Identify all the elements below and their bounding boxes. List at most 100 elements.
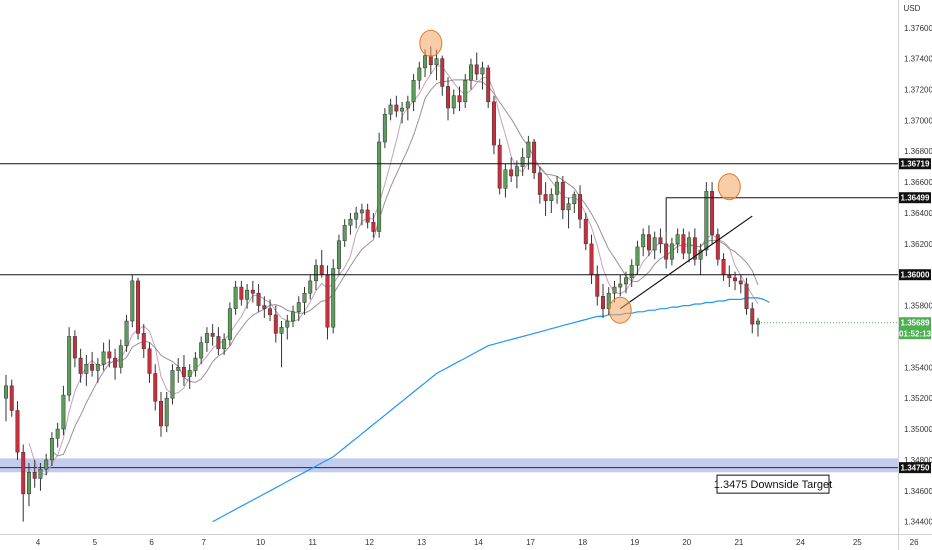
candle-down bbox=[715, 234, 720, 260]
candle-down bbox=[474, 64, 479, 75]
candle-up bbox=[26, 472, 31, 495]
candle-up bbox=[308, 280, 313, 294]
candle-up bbox=[354, 212, 359, 220]
y-tick-label: 1.35000 bbox=[904, 425, 932, 434]
candle-down bbox=[15, 410, 20, 453]
candle-up bbox=[302, 292, 307, 303]
candle-down bbox=[181, 367, 186, 377]
candle-down bbox=[664, 243, 669, 260]
drawings bbox=[419, 29, 753, 324]
candle-down bbox=[159, 401, 163, 427]
candle-down bbox=[72, 336, 77, 359]
candle-up bbox=[331, 268, 336, 328]
candle-down bbox=[273, 314, 278, 334]
candle-up bbox=[687, 237, 692, 254]
candle-down bbox=[250, 289, 255, 294]
candle-up bbox=[704, 191, 709, 251]
candle-up bbox=[606, 292, 611, 309]
trendline bbox=[619, 215, 753, 310]
zone-price-tag-bg bbox=[899, 462, 931, 474]
candle-up bbox=[84, 363, 89, 374]
time-axis[interactable]: 4 5 6 7 10 11 12 13 14 17 18 19 20 21 24 25 26 bbox=[36, 538, 919, 547]
y-tick-label: 1.37200 bbox=[904, 86, 932, 95]
candle-up bbox=[4, 385, 8, 399]
candle-down bbox=[21, 451, 26, 495]
candle-down bbox=[136, 280, 141, 334]
candle-down bbox=[365, 209, 370, 223]
candle-up bbox=[405, 101, 410, 109]
support-zone bbox=[0, 458, 898, 473]
candle-down bbox=[578, 194, 583, 220]
y-tick-label: 1.35200 bbox=[904, 394, 932, 403]
candle-up bbox=[336, 240, 341, 269]
peak-highlight-circle bbox=[419, 29, 443, 57]
candle-up bbox=[417, 67, 422, 81]
candle-up bbox=[199, 342, 204, 359]
x-tick-label: 10 bbox=[256, 538, 265, 547]
annotation: 1.3475 Downside Target bbox=[714, 474, 832, 494]
y-tick-label: 1.37600 bbox=[904, 24, 932, 33]
candle-down bbox=[738, 280, 743, 285]
candle-down bbox=[509, 169, 514, 177]
candle-down bbox=[9, 385, 14, 411]
candle-up bbox=[291, 311, 295, 322]
candle-down bbox=[583, 218, 588, 245]
candle-up bbox=[635, 246, 640, 266]
candle-down bbox=[457, 95, 462, 103]
current-price-tag-countdown: 01:52:13 bbox=[899, 330, 932, 339]
x-tick-label: 7 bbox=[202, 538, 207, 547]
candle-up bbox=[514, 166, 519, 177]
price-tag-bg bbox=[899, 269, 931, 281]
support-zone-band bbox=[0, 458, 898, 473]
annotation-text: 1.3475 Downside Target bbox=[714, 479, 832, 491]
candle-down bbox=[692, 237, 697, 260]
candle-down bbox=[319, 265, 324, 275]
candle-up bbox=[641, 234, 646, 248]
candle-up bbox=[463, 80, 468, 103]
candle-down bbox=[394, 104, 399, 112]
candle-down bbox=[113, 357, 118, 368]
y-tick-label: 1.34600 bbox=[904, 487, 932, 496]
candle-up bbox=[296, 302, 301, 313]
candle-up bbox=[314, 265, 318, 282]
current-price-tag-text: 1.35689 bbox=[901, 319, 930, 328]
candle-down bbox=[646, 234, 651, 251]
price-tag-bg bbox=[899, 192, 931, 204]
candle-down bbox=[147, 348, 152, 374]
candle-down bbox=[446, 86, 450, 109]
candle-down bbox=[560, 181, 565, 211]
candle-up bbox=[44, 459, 49, 470]
candle-down bbox=[601, 296, 605, 309]
candle-up bbox=[233, 286, 238, 309]
candle-down bbox=[371, 221, 376, 232]
y-tick-label: 1.35400 bbox=[904, 363, 932, 372]
x-tick-label: 21 bbox=[734, 538, 743, 547]
candle-down bbox=[78, 357, 83, 374]
candle-down bbox=[428, 55, 433, 66]
candle-down bbox=[153, 373, 158, 402]
price-tag-text: 1.36499 bbox=[901, 194, 930, 203]
price-lines bbox=[0, 163, 898, 324]
current-price-tag-bg bbox=[899, 317, 931, 340]
candle-up bbox=[629, 265, 634, 279]
y-tick-label: 1.37000 bbox=[904, 116, 932, 125]
candle-up bbox=[222, 339, 227, 350]
candle-down bbox=[710, 191, 715, 235]
x-tick-label: 18 bbox=[578, 538, 587, 547]
candle-up bbox=[434, 58, 439, 66]
price-axis[interactable]: USD 1.37600 1.37400 1.37200 1.37000 1.36800 1.… bbox=[904, 4, 932, 527]
annotation-box bbox=[716, 474, 830, 494]
y-tick-label: 1.34800 bbox=[904, 456, 932, 465]
candle-up bbox=[612, 286, 617, 294]
candle-up bbox=[285, 320, 290, 328]
candle-up bbox=[227, 308, 232, 340]
candle-down bbox=[532, 141, 537, 174]
plot-background bbox=[0, 0, 898, 534]
y-tick-label: 1.36400 bbox=[904, 209, 932, 218]
candle-up bbox=[566, 203, 571, 211]
candle-down bbox=[90, 363, 95, 371]
candle-down bbox=[486, 67, 491, 103]
candle-up bbox=[469, 64, 473, 81]
candle-down bbox=[491, 101, 496, 146]
